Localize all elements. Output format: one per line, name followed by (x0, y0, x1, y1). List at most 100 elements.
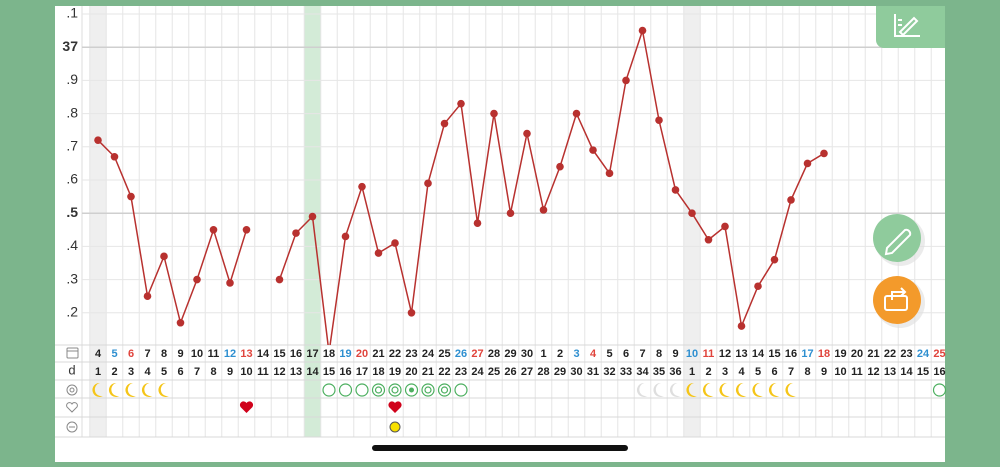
temperature-point (127, 192, 135, 201)
temperature-point (671, 186, 680, 194)
y-tick-label: 37 (62, 38, 78, 54)
date-label: 22 (884, 348, 896, 360)
date-label: 21 (867, 348, 879, 360)
date-label: 9 (672, 348, 678, 360)
temperature-point (770, 255, 779, 264)
cycle-day-label: 24 (471, 366, 484, 378)
share-box (884, 295, 908, 311)
temperature-point (193, 275, 201, 284)
temperature-point (605, 169, 614, 178)
cycle-day-label: 14 (900, 366, 913, 378)
date-label: 19 (339, 348, 351, 360)
y-tick-label: .6 (66, 171, 78, 187)
temperature-point (308, 212, 317, 221)
moon-icon (686, 382, 697, 397)
cycle-day-label: 13 (290, 366, 302, 378)
date-label: 5 (111, 348, 117, 360)
date-label: 8 (161, 348, 167, 360)
day-row-label: d (68, 362, 75, 377)
cycle-icon (66, 384, 78, 396)
temperature-point (820, 149, 828, 158)
cycle-day-label: 26 (504, 366, 516, 378)
cycle-day-label: 30 (570, 366, 582, 378)
date-label: 16 (290, 348, 302, 360)
cycle-day-label: 3 (128, 366, 134, 378)
heart-icon (66, 402, 78, 413)
y-tick-label: .1 (66, 5, 78, 21)
y-tick-label: .7 (66, 138, 78, 154)
temperature-point (737, 322, 746, 330)
date-label: 13 (240, 348, 252, 360)
cycle-circle (355, 383, 369, 397)
cycle-day-label: 22 (438, 366, 450, 378)
temperature-point (226, 279, 234, 287)
cycle-circle-inner (374, 386, 383, 394)
date-label: 4 (590, 348, 597, 360)
grid (55, 6, 945, 438)
date-label: 12 (719, 348, 731, 360)
date-label: 20 (851, 348, 863, 360)
date-label: 10 (686, 348, 698, 360)
moon-icon (669, 382, 681, 397)
thermometer-icon (894, 14, 920, 37)
temperature-point (490, 109, 498, 118)
date-label: 17 (306, 348, 318, 360)
cycle-day-label: 34 (636, 366, 649, 378)
temperature-point (539, 206, 548, 214)
cycle-circle-inner (440, 386, 449, 394)
cycle-day-label: 23 (455, 366, 467, 378)
temperature-point (292, 229, 300, 237)
heart-icon (239, 401, 254, 413)
date-label: 15 (273, 348, 285, 360)
cycle-circle (371, 383, 386, 397)
date-label: 18 (818, 348, 830, 360)
date-label: 2 (557, 348, 563, 360)
cycle-day-label: 14 (306, 366, 319, 378)
temperature-point (424, 179, 432, 188)
cycle-day-label: 8 (804, 366, 810, 378)
date-label: 24 (422, 348, 435, 360)
temperature-point (589, 146, 597, 154)
cycle-day-label: 5 (161, 366, 167, 378)
temperature-point (341, 232, 350, 241)
date-label: 11 (703, 348, 715, 360)
cycle-day-label: 13 (884, 366, 896, 378)
date-label: 10 (191, 348, 203, 360)
temperature-point (143, 292, 152, 301)
moon-icon (92, 382, 103, 397)
cycle-day-label: 19 (389, 366, 401, 378)
test-dot (389, 421, 401, 433)
temperature-point (391, 239, 399, 247)
heart-icon (388, 401, 402, 413)
cycle-day-label: 9 (227, 366, 233, 378)
cycle-day-label: 32 (603, 366, 615, 378)
share-arrow (891, 287, 907, 300)
date-label: 14 (257, 348, 270, 360)
moon-icon (719, 382, 730, 397)
cycle-day-label: 9 (821, 366, 827, 378)
share-button[interactable] (873, 276, 921, 324)
temperature-point (688, 209, 696, 217)
date-label: 23 (900, 348, 912, 360)
date-label: 17 (801, 348, 813, 360)
test-icon (66, 421, 78, 433)
cycle-day-label: 6 (177, 366, 183, 378)
cycle-day-label: 4 (738, 366, 745, 378)
temperature-point (556, 162, 564, 171)
cycle-day-label: 17 (356, 366, 368, 378)
temperature-line (278, 30, 825, 345)
date-label: 15 (768, 348, 780, 360)
temperature-point (622, 76, 630, 85)
cycle-day-label: 15 (323, 366, 335, 378)
cycle-circle (932, 383, 947, 397)
temperature-point (110, 152, 119, 161)
temperature-point (358, 182, 366, 191)
date-label: 20 (356, 348, 368, 360)
cycle-day-label: 16 (933, 366, 945, 378)
cycle-day-label: 12 (273, 366, 285, 378)
cycle-day-label: 27 (521, 366, 533, 378)
y-tick-label: .9 (66, 71, 78, 87)
date-label: 16 (785, 348, 797, 360)
temperature-point (473, 219, 482, 227)
home-indicator[interactable] (372, 445, 628, 451)
